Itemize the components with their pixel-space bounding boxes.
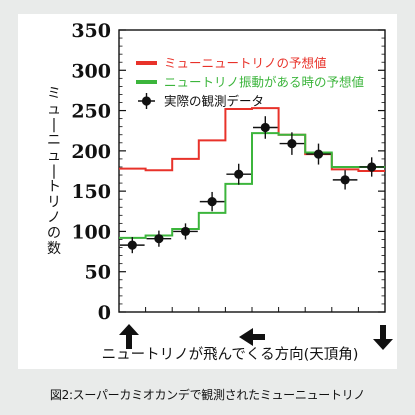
direction-up-icon [119,324,139,349]
y-tick-label: 150 [71,181,111,203]
x-axis-label: ニュートリノが飛んでくる方向(天頂角) [102,346,359,363]
data-point [313,149,324,159]
y-tick-label: 100 [71,221,111,243]
zenith-angle-chart: 0 50 100 150 200 250 300 350 ミューニュートリノの予想値ニュートリ… [47,20,393,363]
y-tick-label: 50 [85,262,111,284]
y-axis-label: ミュ|ニュ|トリノの数 [47,86,61,257]
figure-panel: 0 50 100 150 200 250 300 350 ミューニュートリノの予想値ニュートリ… [18,14,397,369]
y-tick-label: 350 [71,20,111,42]
legend-label: ミューニュートリノの予想値 [164,56,327,71]
data-point [260,122,270,133]
y-tick-label: 300 [71,60,111,82]
direction-left-icon [239,328,265,346]
legend-label: 実際の観測データ [164,94,264,109]
data-point [287,139,297,149]
y-tick-label: 200 [71,141,111,163]
figure-caption: 図2:スーパーカミオカンデで観測されたミューニュートリノ [49,388,366,402]
direction-down-icon [373,325,393,350]
step-line [119,132,385,239]
y-tick-label: 0 [98,302,111,324]
y-tick-label: 250 [71,101,111,123]
legend-label: ニュートリノ振動がある時の予想値 [164,75,364,90]
data-point [207,197,217,207]
data-point [180,226,191,237]
legend-swatch-point [141,96,152,106]
data-point [127,240,137,250]
data-point [367,162,377,172]
data-point [340,175,350,185]
data-point [154,234,164,244]
data-point [234,169,244,179]
